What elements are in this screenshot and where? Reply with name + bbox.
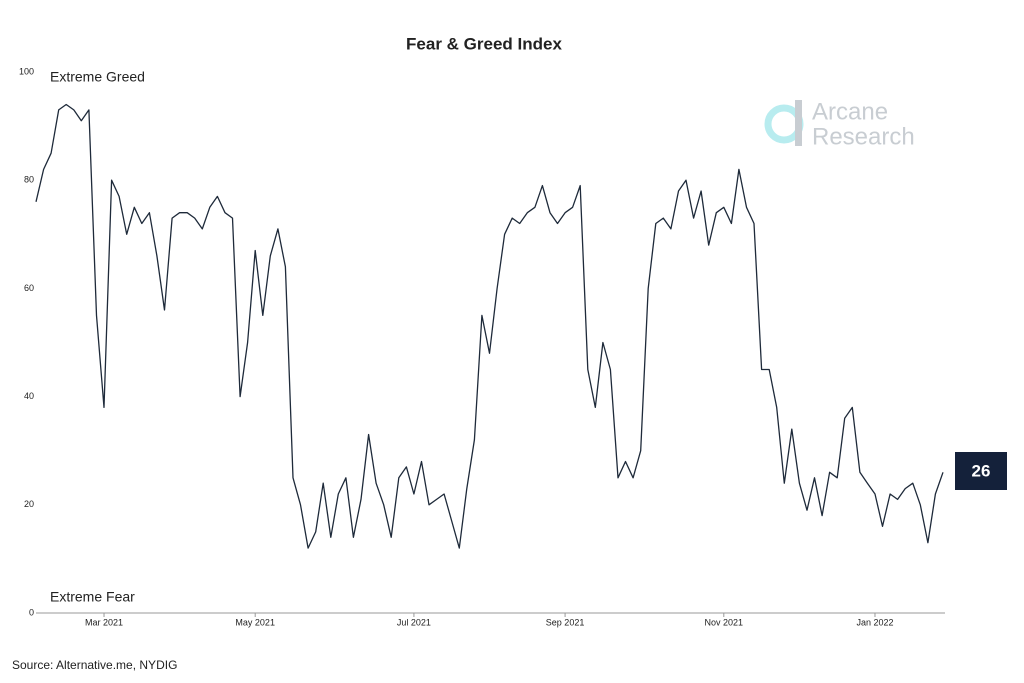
y-tick-label: 0 bbox=[29, 607, 34, 617]
x-tick-label: Jan 2022 bbox=[856, 617, 893, 627]
annotation: Extreme Greed bbox=[50, 69, 145, 85]
y-tick-label: 100 bbox=[19, 66, 34, 76]
y-tick-label: 80 bbox=[24, 175, 34, 185]
annotation: Extreme Fear bbox=[50, 589, 135, 605]
x-tick-label: Sep 2021 bbox=[546, 617, 585, 627]
chart-title: Fear & Greed Index bbox=[406, 34, 562, 53]
y-tick-label: 40 bbox=[24, 391, 34, 401]
x-tick-label: Mar 2021 bbox=[85, 617, 123, 627]
x-tick-label: Nov 2021 bbox=[705, 617, 744, 627]
source: Source: Alternative.me, NYDIG bbox=[12, 658, 177, 672]
y-tick-label: 20 bbox=[24, 499, 34, 509]
y-tick-label: 60 bbox=[24, 283, 34, 293]
value-box bbox=[955, 452, 1007, 490]
x-tick-label: Jul 2021 bbox=[397, 617, 431, 627]
line bbox=[35, 103, 944, 549]
watermark-text: Research bbox=[812, 123, 915, 150]
x-tick-label: May 2021 bbox=[235, 617, 275, 627]
watermark: Arcane Research bbox=[764, 98, 915, 150]
logo bbox=[795, 100, 802, 146]
watermark-text: Arcane bbox=[812, 98, 888, 125]
current-value: 26 bbox=[972, 461, 991, 480]
